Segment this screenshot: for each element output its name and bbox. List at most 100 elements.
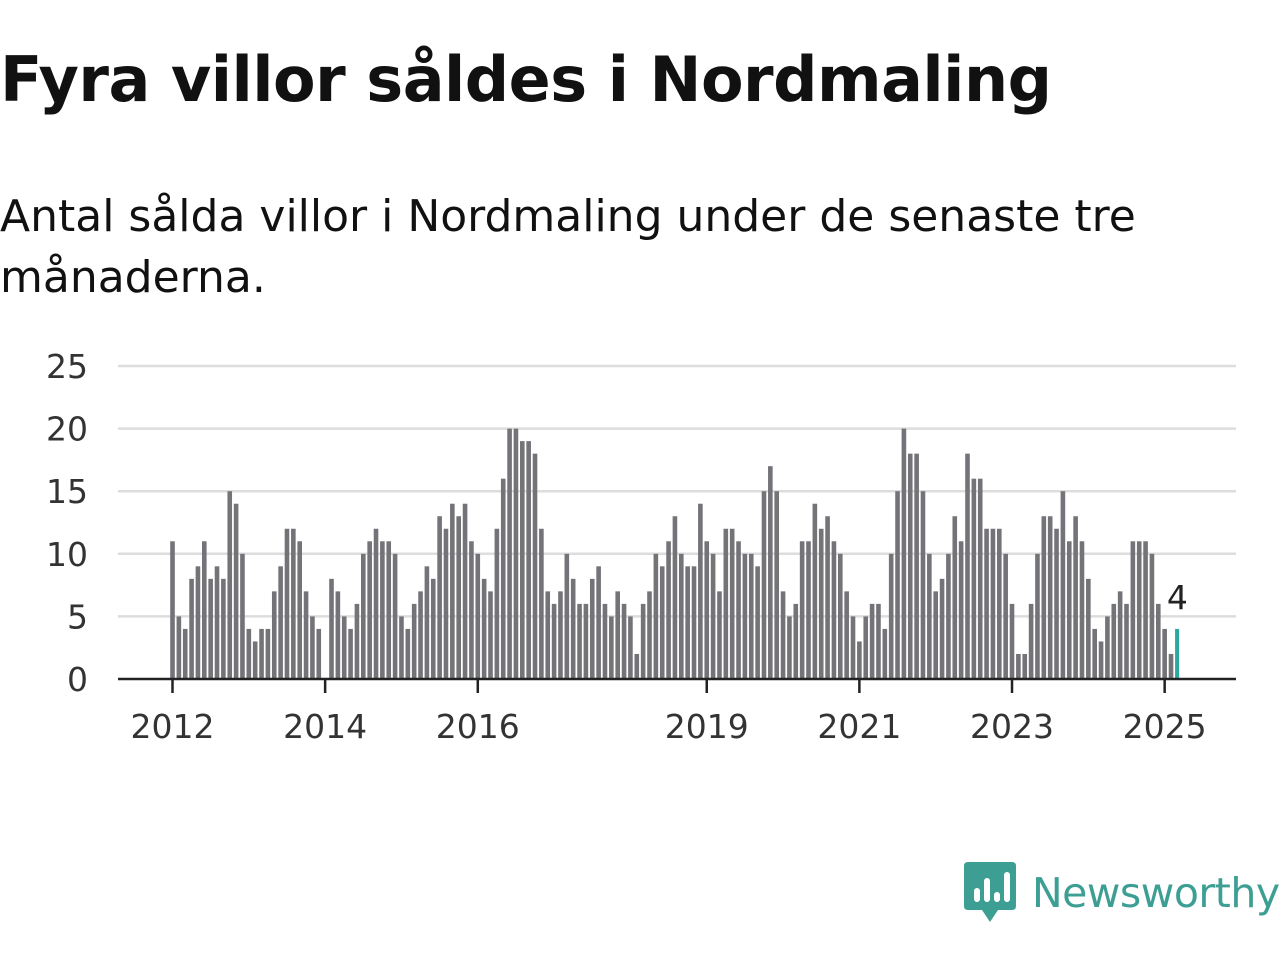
bar xyxy=(265,628,271,679)
bar xyxy=(825,516,830,679)
bar xyxy=(971,478,977,679)
bar xyxy=(500,478,506,679)
bar xyxy=(1066,541,1072,679)
bar xyxy=(958,541,964,679)
bar xyxy=(939,578,945,679)
bar xyxy=(647,591,652,679)
bar xyxy=(609,616,614,679)
bar xyxy=(329,578,334,679)
bar xyxy=(984,528,989,679)
bar xyxy=(424,566,430,679)
bar xyxy=(704,541,710,679)
bar xyxy=(869,603,875,679)
bar xyxy=(456,516,461,679)
bar xyxy=(659,566,665,679)
bar xyxy=(698,503,703,679)
bar xyxy=(1073,516,1078,679)
bar xyxy=(838,553,843,679)
bar xyxy=(1098,641,1104,679)
bar xyxy=(271,591,277,679)
x-tick-label: 2014 xyxy=(283,707,367,746)
bar xyxy=(214,566,220,679)
bar xyxy=(481,578,487,679)
bar xyxy=(367,541,372,679)
bar xyxy=(316,628,322,679)
bar xyxy=(1041,516,1047,679)
bar xyxy=(462,503,468,679)
bar xyxy=(1009,603,1015,679)
bar xyxy=(202,541,207,679)
y-tick-label: 5 xyxy=(67,597,88,636)
bar xyxy=(577,603,582,679)
x-tick-label: 2023 xyxy=(970,707,1054,746)
bar xyxy=(1130,541,1136,679)
x-axis-ticks: 2012 2014 2016 2019 2021 2023 2025 xyxy=(131,679,1207,746)
bar xyxy=(615,591,620,679)
bar xyxy=(182,628,188,679)
bar xyxy=(284,528,290,679)
y-tick-label: 20 xyxy=(46,410,88,449)
bar xyxy=(793,603,799,679)
bar-highlight xyxy=(1175,628,1180,679)
bar xyxy=(946,553,951,679)
bar xyxy=(621,603,627,679)
bar xyxy=(1162,628,1167,679)
bar xyxy=(602,603,608,679)
bar xyxy=(1111,603,1117,679)
bar xyxy=(469,541,474,679)
bar xyxy=(628,616,633,679)
x-tick-label: 2025 xyxy=(1123,707,1207,746)
bar xyxy=(189,578,194,679)
bar xyxy=(666,541,671,679)
bar xyxy=(640,603,646,679)
bar xyxy=(717,591,722,679)
bar xyxy=(551,603,557,679)
bar xyxy=(278,566,283,679)
bar xyxy=(736,541,741,679)
bar xyxy=(558,591,563,679)
y-tick-label: 15 xyxy=(46,472,88,511)
bar xyxy=(787,616,792,679)
bar xyxy=(532,453,538,679)
bar xyxy=(1028,603,1034,679)
bar xyxy=(507,428,512,679)
bar xyxy=(1117,591,1123,679)
bar xyxy=(411,603,417,679)
brand-name: Newsworthy xyxy=(1032,869,1280,917)
y-tick-label: 0 xyxy=(67,660,88,699)
bar xyxy=(1047,516,1053,679)
bar xyxy=(977,478,983,679)
bar xyxy=(240,553,245,679)
y-tick-label: 25 xyxy=(46,347,88,386)
bar xyxy=(774,491,779,679)
bar xyxy=(373,528,379,679)
bar xyxy=(1079,541,1085,679)
bar xyxy=(450,503,455,679)
bar xyxy=(679,553,684,679)
bar xyxy=(907,453,913,679)
bar xyxy=(920,491,926,679)
bar xyxy=(1035,553,1040,679)
bar xyxy=(1092,628,1097,679)
bar xyxy=(990,528,996,679)
bar xyxy=(583,603,589,679)
bar xyxy=(246,628,252,679)
newsworthy-logo-icon xyxy=(964,862,1016,922)
last-value-label: 4 xyxy=(1167,578,1188,617)
bar xyxy=(437,516,442,679)
bar xyxy=(691,566,697,679)
bar xyxy=(755,566,760,679)
bar xyxy=(564,553,570,679)
bar xyxy=(761,491,767,679)
bar xyxy=(863,616,869,679)
bar xyxy=(850,616,856,679)
bar xyxy=(1149,553,1155,679)
bar xyxy=(685,566,690,679)
bar xyxy=(335,591,341,679)
bar xyxy=(494,528,500,679)
bar xyxy=(799,541,805,679)
bar xyxy=(1143,541,1148,679)
bar xyxy=(780,591,786,679)
bar xyxy=(208,578,213,679)
